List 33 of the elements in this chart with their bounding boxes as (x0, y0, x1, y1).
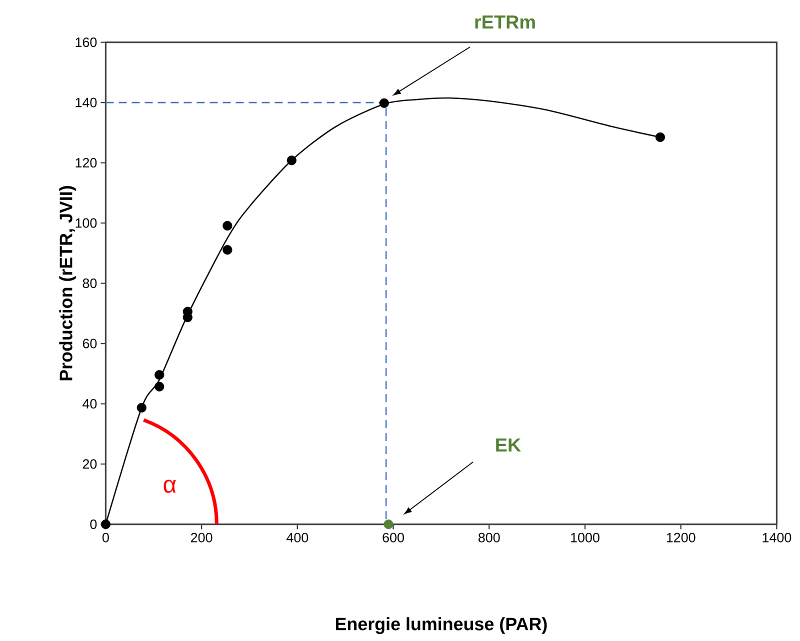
x-tick-label: 200 (191, 532, 212, 542)
x-tick-label: 800 (478, 532, 500, 542)
point (384, 520, 394, 530)
point (286, 156, 296, 166)
point (222, 220, 232, 231)
point (182, 312, 192, 322)
x-tick-label: 400 (286, 532, 308, 542)
y-tick-label: 140 (76, 98, 97, 108)
y-tick-label: 20 (82, 459, 97, 469)
point (655, 132, 666, 142)
y-tick-label: 160 (76, 38, 97, 48)
x-tick-label: 1200 (666, 532, 696, 542)
y-tick-label: 40 (82, 399, 97, 409)
point (154, 382, 164, 392)
y-tick-label: 60 (82, 338, 97, 348)
point (136, 402, 146, 413)
annotation: α (164, 480, 176, 493)
x-axis-title: Energie lumineuse (PAR) (336, 617, 547, 634)
y-tick-label: 0 (90, 520, 97, 530)
point (154, 370, 164, 380)
y-axis-title: Production (rETR, JVII) (59, 186, 76, 380)
x-tick-label: 0 (102, 532, 109, 542)
annotation: EK (496, 438, 521, 452)
x-tick-label: 1000 (571, 532, 600, 542)
x-tick-label: 1400 (762, 532, 792, 542)
point (100, 520, 110, 530)
y-tick-label: 100 (76, 218, 97, 228)
text: rETRm (475, 15, 535, 29)
y-tick-label: 120 (76, 158, 97, 168)
y-tick-label: 80 (82, 278, 97, 288)
x-tick-label: 600 (382, 532, 404, 542)
point (222, 245, 232, 255)
point (379, 98, 389, 108)
